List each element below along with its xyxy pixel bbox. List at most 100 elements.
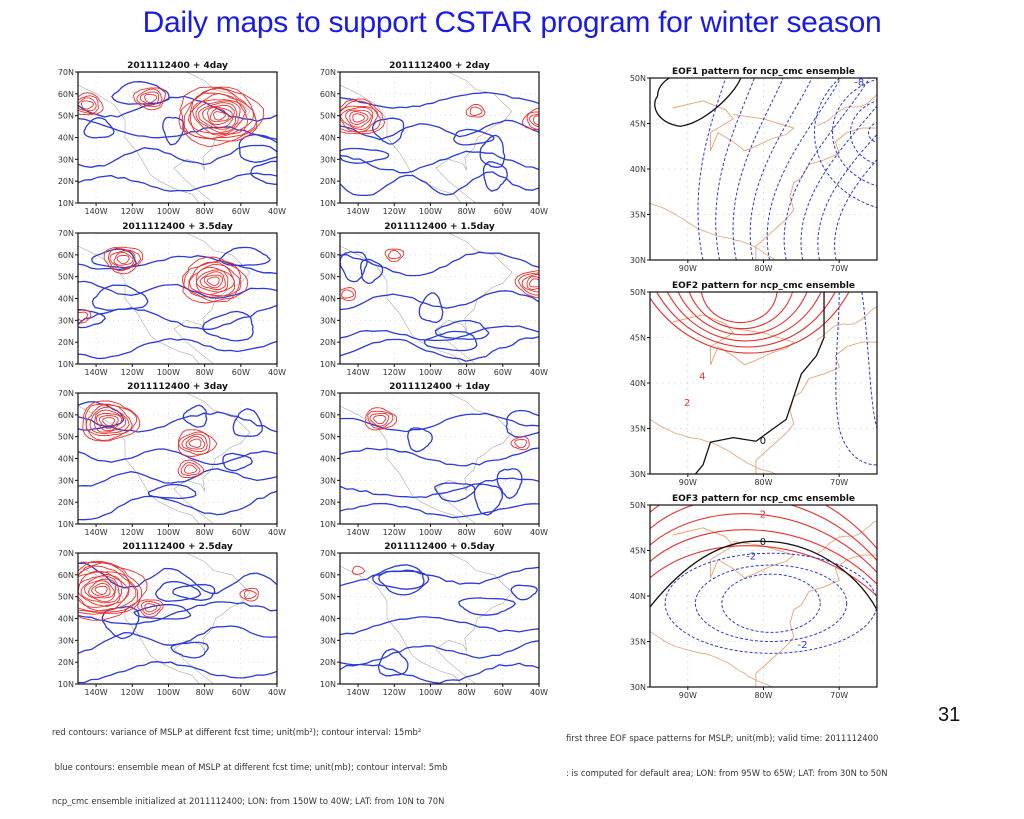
y-tick-label: 40N	[58, 134, 74, 143]
caption-right: first three EOF space patterns for MSLP;…	[566, 710, 888, 791]
contour-label: -2	[798, 640, 808, 651]
y-tick-label: 30N	[630, 683, 646, 692]
variance-contour	[116, 255, 130, 265]
variance-contour	[181, 433, 208, 453]
caption-left: red contours: variance of MSLP at differ…	[52, 704, 448, 819]
map-title: 2011112400 + 1.5day	[384, 222, 495, 232]
y-tick-label: 70N	[58, 229, 74, 238]
y-tick-label: 30N	[630, 470, 646, 479]
y-tick-label: 70N	[58, 68, 74, 77]
mean-mslp-contour	[473, 483, 503, 516]
positive-contour	[650, 292, 850, 354]
y-tick-label: 50N	[630, 74, 646, 83]
y-tick-label: 20N	[58, 658, 74, 667]
negative-contour	[814, 78, 877, 209]
forecast-map-panel: 2011112400 + 1.5day 70N 60N 50N 40N 30N 20N 10N…	[300, 219, 559, 382]
mean-mslp-contour	[202, 310, 254, 342]
variance-contour	[78, 562, 139, 614]
y-tick-label: 10N	[320, 680, 336, 689]
state-border	[650, 630, 776, 687]
y-tick-label: 70N	[320, 229, 336, 238]
x-tick-label: 120W	[383, 368, 406, 377]
x-tick-label: 120W	[121, 528, 144, 537]
mean-mslp-contour	[340, 616, 539, 636]
mean-mslp-contour	[162, 116, 185, 146]
variance-contour	[364, 407, 398, 431]
y-tick-label: 35N	[630, 211, 646, 220]
forecast-map-panel: 2011112400 + 2day 70N 60N 50N 40N 30N 20N 10N 14…	[300, 58, 559, 221]
eof-map-panel: EOF2 pattern for ncp_cmc ensemble 4 2 0 50N 4…	[610, 278, 897, 490]
map-title: EOF2 pattern for ncp_cmc ensemble	[672, 281, 855, 291]
negative-contour	[664, 552, 877, 654]
mean-mslp-contour	[91, 248, 138, 269]
variance-contour	[195, 100, 241, 133]
variance-contour	[367, 410, 394, 429]
y-tick-label: 60N	[320, 90, 336, 99]
coastline	[755, 341, 877, 474]
mean-mslp-contour	[340, 325, 539, 342]
variance-contour	[198, 102, 238, 130]
mean-mslp-contour	[418, 292, 444, 324]
eof-map-eof2: EOF2 pattern for ncp_cmc ensemble 4 2 0 50N 4…	[630, 281, 878, 487]
mean-mslp-contour	[78, 448, 277, 466]
map-title: 2011112400 + 0.5day	[384, 542, 495, 552]
mean-mslp-contour	[407, 427, 433, 453]
positive-contour	[650, 505, 877, 561]
x-tick-label: 40W	[268, 688, 286, 697]
x-tick-label: 80W	[754, 478, 772, 487]
map-title: 2011112400 + 2day	[389, 61, 490, 71]
mean-mslp-contour	[340, 171, 539, 197]
map-title: 2011112400 + 4day	[127, 61, 228, 71]
mean-mslp-contour	[91, 284, 149, 311]
y-tick-label: 40N	[58, 615, 74, 624]
x-tick-label: 80W	[458, 207, 476, 216]
x-tick-label: 140W	[84, 688, 107, 697]
x-tick-label: 120W	[121, 207, 144, 216]
forecast-map-fcst-1day: 2011112400 + 1day 70N 60N 50N 40N 30N 20N 10N 14…	[320, 382, 548, 537]
variance-contour	[140, 91, 160, 106]
negative-contour	[832, 78, 877, 187]
y-tick-label: 10N	[320, 520, 336, 529]
variance-contour	[144, 93, 158, 104]
variance-contour	[192, 99, 247, 136]
x-tick-label: 100W	[419, 207, 442, 216]
negative-contour	[732, 78, 784, 260]
y-tick-label: 50N	[320, 273, 336, 282]
x-tick-label: 80W	[196, 528, 214, 537]
negative-contour	[749, 78, 813, 260]
lakes-outline	[672, 100, 795, 152]
caption-left-line-1: red contours: variance of MSLP at differ…	[52, 727, 422, 737]
eof-map-eof1: EOF1 pattern for ncp_cmc ensemble-8 50N 45…	[630, 67, 878, 273]
y-tick-label: 30N	[58, 316, 74, 325]
variance-contour	[340, 287, 356, 301]
mean-mslp-contour	[434, 482, 476, 503]
x-tick-label: 80W	[458, 368, 476, 377]
variance-contour	[465, 103, 486, 118]
mean-mslp-contour	[340, 477, 539, 499]
y-tick-label: 50N	[320, 433, 336, 442]
variance-contour	[80, 575, 120, 604]
y-tick-label: 40N	[320, 295, 336, 304]
mean-mslp-contour	[340, 150, 539, 174]
y-tick-label: 35N	[630, 425, 646, 434]
variance-contour	[517, 272, 539, 296]
forecast-map-panel: 2011112400 + 4day 70N 60N 50N 40N 30N 20N 10N 14…	[38, 58, 297, 221]
variance-contour	[349, 111, 369, 125]
variance-contour	[203, 274, 224, 289]
mean-mslp-contour	[83, 116, 115, 139]
y-tick-label: 60N	[58, 571, 74, 580]
variance-contour	[183, 87, 258, 139]
y-tick-label: 10N	[58, 360, 74, 369]
x-tick-label: 60W	[232, 688, 250, 697]
map-title: 2011112400 + 2.5day	[122, 542, 233, 552]
forecast-map-panel: 2011112400 + 0.5day 70N 60N 50N 40N 30N 20N 10N…	[300, 539, 559, 702]
lakes-outline	[672, 527, 795, 579]
variance-contour	[182, 256, 249, 304]
mean-mslp-contour	[250, 160, 277, 185]
map-frame	[77, 71, 278, 204]
variance-contour	[108, 248, 142, 271]
variance-contour	[340, 105, 379, 134]
x-tick-label: 60W	[232, 528, 250, 537]
y-tick-label: 70N	[320, 68, 336, 77]
y-tick-label: 40N	[320, 615, 336, 624]
